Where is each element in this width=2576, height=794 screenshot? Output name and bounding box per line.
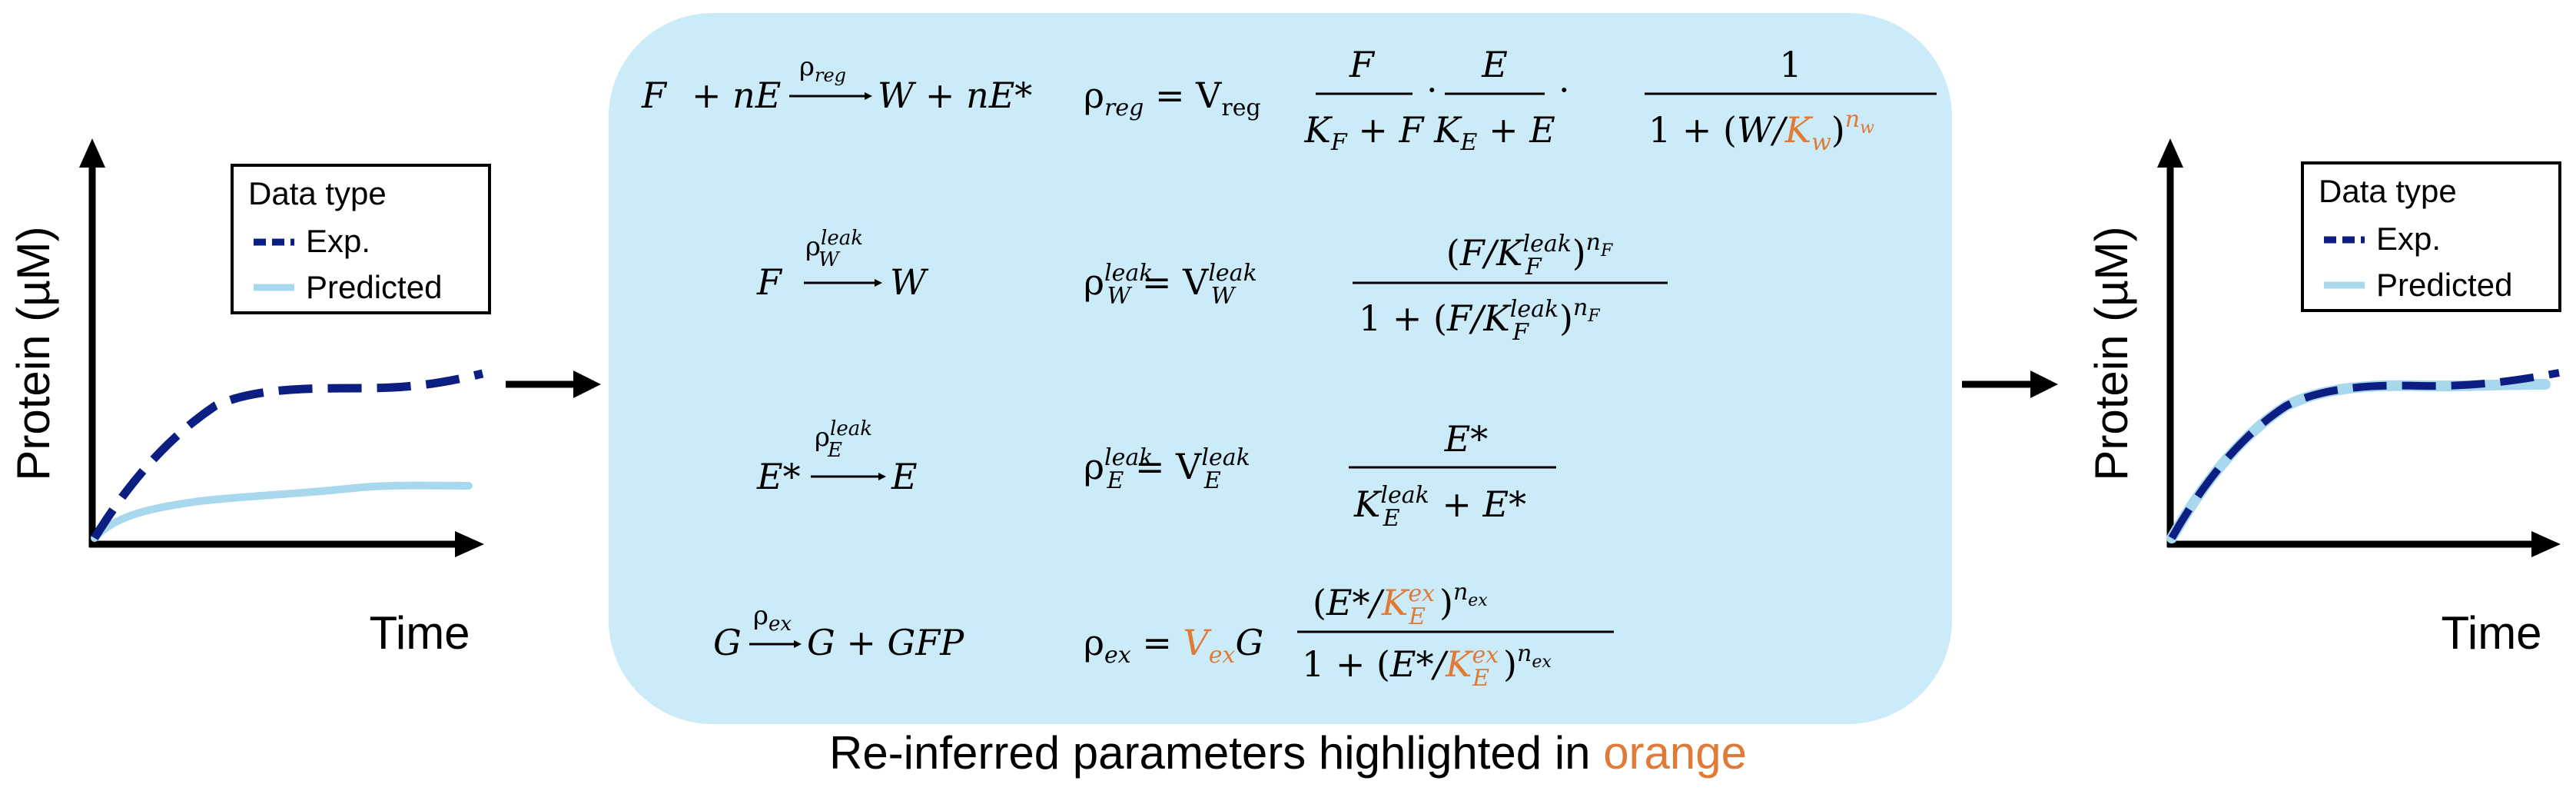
panel-to-right-arrowhead (2030, 370, 2058, 398)
right-plot: Protein (µM) Time Data type Exp. Predict… (2086, 138, 2561, 659)
right-x-axis-arrowhead (2531, 531, 2561, 557)
equations-panel (609, 13, 1952, 724)
left-legend-predicted-label: Predicted (306, 269, 442, 305)
right-y-axis-label: Protein (µM) (2086, 226, 2137, 480)
right-legend-exp-label: Exp. (2376, 221, 2441, 257)
svg-text:+ nE: + nE (692, 75, 781, 116)
right-y-axis-arrowhead (2157, 138, 2183, 168)
reaction-regulated: F + nE ρreg W + nE* (641, 51, 1032, 116)
right-x-axis-label: Time (2441, 607, 2541, 659)
left-y-axis-arrowhead (79, 138, 105, 168)
svg-text:1: 1 (1779, 44, 1801, 85)
svg-text:KE + E: KE + E (1433, 109, 1555, 156)
svg-text:G: G (713, 622, 742, 663)
rate-leak-e: ρleak E = Vleak E E* Kleak E + E* (1084, 418, 1556, 532)
svg-text:·: · (1426, 69, 1438, 111)
rate-leak-w: ρleak W = Vleak W (F/Kleak F)nF 1 + (F/Klea… (1084, 229, 1668, 346)
svg-text:E*: E* (1444, 418, 1489, 460)
svg-text:W + nE*: W + nE* (878, 75, 1032, 116)
left-predicted-curve (91, 481, 473, 542)
svg-text:1 + (W/Kw)nw: 1 + (W/Kw)nw (1648, 106, 1874, 156)
left-legend-exp-label: Exp. (306, 223, 370, 259)
svg-text:E*: E* (756, 456, 801, 497)
right-legend-predicted-label: Predicted (2376, 267, 2512, 303)
right-experimental-curve (2168, 369, 2560, 540)
left-legend: Data type Exp. Predicted (231, 164, 491, 314)
svg-text:F: F (641, 75, 668, 116)
reaction-leak-e: E* ρleak E E (756, 417, 918, 497)
left-experimental-curve (91, 369, 484, 540)
caption-prefix: Re-inferred parameters highlighted in (828, 727, 1604, 779)
equations: F + nE ρreg W + nE* ρreg = Vreg F KF + F… (641, 44, 1937, 692)
svg-text:F: F (1349, 44, 1376, 85)
rate-expression: ρex = VexG (E*/Kex E)nex 1 + (E*/Kex E)nex (1084, 579, 1614, 692)
caption-highlight: orange (1603, 727, 1748, 779)
reaction-expression: G ρex G + GFP (713, 600, 964, 663)
left-x-axis-arrowhead (455, 531, 484, 557)
svg-text:KF + F: KF + F (1304, 109, 1426, 156)
left-to-panel-arrowhead (573, 370, 601, 398)
left-legend-title: Data type (248, 175, 387, 211)
svg-text:·: · (1559, 69, 1570, 111)
svg-text:E: E (891, 456, 918, 497)
left-plot: Protein (µM) Time Data type Exp. Predict… (8, 138, 491, 659)
svg-text:W: W (890, 261, 929, 303)
left-y-axis-label: Protein (µM) (8, 226, 59, 480)
right-predicted-curve (2166, 379, 2551, 543)
left-x-axis-label: Time (369, 607, 470, 659)
right-legend: Data type Exp. Predicted (2301, 161, 2561, 312)
right-legend-title: Data type (2319, 173, 2457, 209)
svg-text:ρex: ρex (753, 600, 792, 636)
svg-text:F: F (756, 261, 783, 303)
caption: Re-inferred parameters highlighted in or… (0, 726, 2576, 779)
svg-text:G + GFP: G + GFP (807, 622, 964, 663)
svg-text:E: E (1481, 44, 1508, 85)
